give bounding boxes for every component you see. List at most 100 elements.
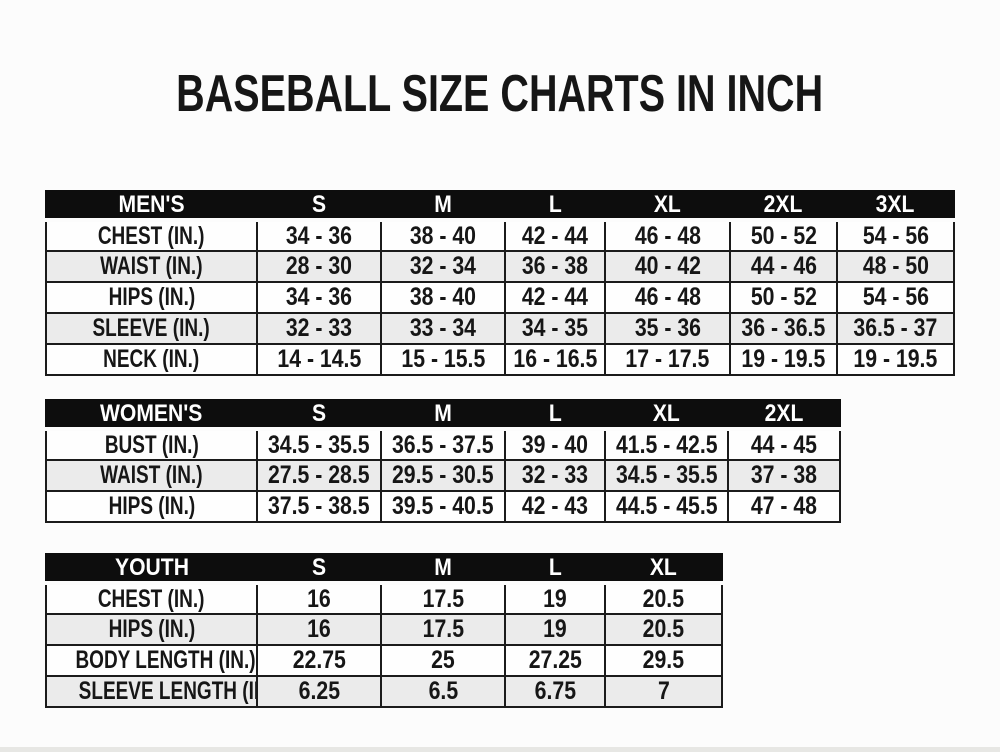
size-value-cell: 32 - 33 xyxy=(504,459,606,492)
size-value-cell: 27.5 - 28.5 xyxy=(256,459,382,492)
row-label-text: HIPS (IN.) xyxy=(108,283,195,311)
size-value-text: 16 - 16.5 xyxy=(513,345,598,373)
table-body: CHEST (IN.) 16 17.5 19 20.5 HIPS (IN.) 16 17.5 1… xyxy=(45,582,723,708)
size-value-cell: 16 - 16.5 xyxy=(504,343,606,376)
size-value-cell: 47 - 48 xyxy=(727,490,841,523)
row-label: SLEEVE LENGTH (IN.) xyxy=(45,675,258,708)
measurement-row: WAIST (IN.) 27.5 - 28.5 29.5 - 30.5 32 - 33… xyxy=(45,459,841,492)
size-value-text: 17 - 17.5 xyxy=(625,345,710,373)
size-value-text: 33 - 34 xyxy=(409,314,477,342)
size-value-text: 28 - 30 xyxy=(285,252,353,280)
size-value-text: 6.25 xyxy=(298,677,340,705)
measurement-row: HIPS (IN.) 34 - 36 38 - 40 42 - 44 46 - 48 50… xyxy=(45,281,955,314)
size-value-cell: 19 xyxy=(504,582,606,615)
size-value-text: 22.75 xyxy=(292,646,346,674)
size-value-text: 46 - 48 xyxy=(634,283,701,311)
size-value-cell: 27.25 xyxy=(504,644,606,677)
row-label: NECK (IN.) xyxy=(45,343,258,376)
size-value-text: 27.25 xyxy=(528,646,582,674)
size-value-cell: 37.5 - 38.5 xyxy=(256,490,382,523)
row-label: BODY LENGTH (IN.) xyxy=(45,644,258,677)
table-header: YOUTH S M L XL xyxy=(45,553,723,585)
size-value-cell: 36 - 36.5 xyxy=(729,312,838,345)
size-value-text: 34 - 36 xyxy=(285,283,353,311)
size-value-text: 44.5 - 45.5 xyxy=(615,492,718,520)
size-value-cell: 25 xyxy=(380,644,506,677)
size-value-cell: 36 - 38 xyxy=(504,250,606,283)
header-text: YOUTH xyxy=(114,554,189,581)
size-value-cell: 20.5 xyxy=(604,582,723,615)
size-value-cell: 40 - 42 xyxy=(604,250,731,283)
size-column-header: L xyxy=(504,190,606,222)
size-value-cell: 39.5 - 40.5 xyxy=(380,490,506,523)
header-text: XL xyxy=(652,400,680,427)
size-value-text: 37.5 - 38.5 xyxy=(268,492,370,520)
row-label-text: CHEST (IN.) xyxy=(98,221,205,250)
row-label-text: SLEEVE (IN.) xyxy=(92,314,211,342)
size-value-cell: 36.5 - 37 xyxy=(836,312,955,345)
size-column-header: S xyxy=(256,399,382,431)
header-row: MEN'S S M L XL 2XL 3XL xyxy=(45,190,955,222)
size-value-text: 50 - 52 xyxy=(750,283,817,311)
size-value-text: 20.5 xyxy=(642,615,685,643)
size-value-cell: 38 - 40 xyxy=(380,219,506,252)
size-value-text: 6.75 xyxy=(534,677,576,705)
size-value-cell: 33 - 34 xyxy=(380,312,506,345)
size-value-text: 46 - 48 xyxy=(634,221,701,250)
header-text: S xyxy=(311,191,327,218)
row-label-text: BUST (IN.) xyxy=(104,430,199,459)
size-value-cell: 32 - 34 xyxy=(380,250,506,283)
measurement-row: NECK (IN.) 14 - 14.5 15 - 15.5 16 - 16.5 17 … xyxy=(45,343,955,376)
row-label: SLEEVE (IN.) xyxy=(45,312,258,345)
size-value-text: 42 - 44 xyxy=(521,283,589,311)
mens-size-table: MEN'S S M L XL 2XL 3XL CHEST (IN.) 34 - 36 38 - 4… xyxy=(45,190,955,376)
page-title-text: BASEBALL SIZE CHARTS IN INCH xyxy=(176,65,824,123)
size-value-text: 39.5 - 40.5 xyxy=(392,492,494,520)
size-value-cell: 39 - 40 xyxy=(504,428,606,461)
size-value-cell: 38 - 40 xyxy=(380,281,506,314)
size-value-cell: 34 - 35 xyxy=(504,312,606,345)
size-value-cell: 19 - 19.5 xyxy=(836,343,955,376)
size-value-cell: 42 - 44 xyxy=(504,219,606,252)
size-value-text: 34 - 36 xyxy=(285,221,353,250)
size-value-text: 48 - 50 xyxy=(862,252,929,280)
size-column-header: L xyxy=(504,553,606,585)
table-name-header: WOMEN'S xyxy=(45,399,258,431)
size-value-text: 39 - 40 xyxy=(521,430,589,459)
header-text: WOMEN'S xyxy=(100,400,203,427)
size-column-header: 2XL xyxy=(729,190,838,222)
page-title: BASEBALL SIZE CHARTS IN INCH xyxy=(0,68,1000,120)
size-value-text: 17.5 xyxy=(422,615,464,643)
row-label-text: NECK (IN.) xyxy=(103,345,200,373)
row-label-text: HIPS (IN.) xyxy=(108,492,195,520)
header-text: M xyxy=(434,191,452,218)
size-value-cell: 16 xyxy=(256,613,382,646)
size-value-cell: 44 - 46 xyxy=(729,250,838,283)
size-value-text: 19 xyxy=(543,584,567,613)
size-value-cell: 36.5 - 37.5 xyxy=(380,428,506,461)
row-label: CHEST (IN.) xyxy=(45,219,258,252)
size-value-cell: 44.5 - 45.5 xyxy=(604,490,729,523)
size-value-cell: 54 - 56 xyxy=(836,281,955,314)
size-value-text: 25 xyxy=(431,646,455,674)
size-value-text: 36.5 - 37 xyxy=(853,314,938,342)
row-label-text: WAIST (IN.) xyxy=(100,252,203,280)
size-value-text: 29.5 xyxy=(642,646,685,674)
header-text: L xyxy=(548,554,562,581)
size-value-text: 54 - 56 xyxy=(862,221,929,250)
size-value-text: 32 - 33 xyxy=(285,314,353,342)
size-value-cell: 46 - 48 xyxy=(604,219,731,252)
row-label: HIPS (IN.) xyxy=(45,490,258,523)
size-column-header: S xyxy=(256,553,382,585)
size-value-text: 34 - 35 xyxy=(521,314,589,342)
size-value-cell: 6.5 xyxy=(380,675,506,708)
size-value-text: 27.5 - 28.5 xyxy=(268,461,370,489)
size-value-text: 42 - 44 xyxy=(521,221,589,250)
size-value-cell: 16 xyxy=(256,582,382,615)
size-value-text: 20.5 xyxy=(642,584,685,613)
size-value-cell: 34 - 36 xyxy=(256,281,382,314)
table-name-header: YOUTH xyxy=(45,553,258,585)
table-header: WOMEN'S S M L XL 2XL xyxy=(45,399,841,431)
size-value-text: 19 - 19.5 xyxy=(853,345,938,373)
row-label: CHEST (IN.) xyxy=(45,582,258,615)
